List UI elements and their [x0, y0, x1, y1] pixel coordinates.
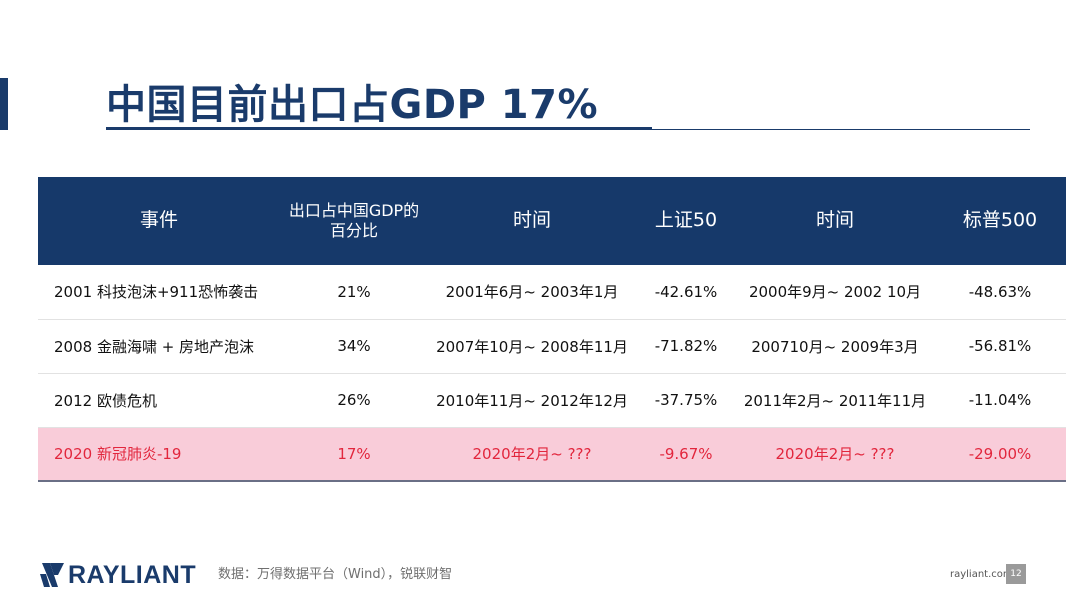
logo-text: RAYLIANT	[68, 560, 197, 589]
site-url: rayliant.com	[950, 569, 1013, 580]
table-row: 2001 科技泡沫+911恐怖袭击 21% 2001年6月~ 2003年1月 -…	[38, 265, 1066, 319]
title-underline	[106, 127, 652, 130]
cell-period-sp: 200710月~ 2009年3月	[751, 337, 919, 356]
table-row: 2008 金融海啸 + 房地产泡沫 34% 2007年10月~ 2008年11月…	[38, 319, 1066, 373]
header-period-sp: 时间	[815, 209, 854, 232]
cell-period-sse: 2010年11月~ 2012年12月	[436, 391, 628, 410]
header-export-pct: 出口占中国GDP的百分比	[288, 201, 420, 240]
rayliant-logo: RAYLIANT	[40, 558, 196, 592]
cell-sp500: -11.04%	[968, 391, 1032, 409]
cell-export-pct: 21%	[337, 282, 371, 301]
cell-export-pct: 26%	[337, 391, 371, 409]
cell-period-sse: 2020年2月~ ???	[472, 445, 592, 464]
cell-sp500: -29.00%	[968, 444, 1032, 463]
cell-event: 2001 科技泡沫+911恐怖袭击	[54, 283, 259, 302]
header-event: 事件	[139, 209, 178, 232]
cell-sse50: -37.75%	[654, 391, 718, 409]
table-header-row: 事件 出口占中国GDP的百分比 时间 上证50 时间 标普500	[38, 177, 1066, 265]
table-row: 2012 欧债危机 26% 2010年11月~ 2012年12月 -37.75%…	[38, 373, 1066, 427]
left-accent-bar	[0, 78, 8, 130]
cell-event: 2020 新冠肺炎-19	[54, 445, 182, 464]
cell-sse50: -42.61%	[654, 282, 718, 301]
data-table-container: 事件 出口占中国GDP的百分比 时间 上证50 时间 标普500 2001 科技…	[38, 177, 1066, 482]
header-sp500: 标普500	[962, 209, 1038, 232]
cell-sp500: -48.63%	[968, 282, 1032, 301]
source-note: 数据：万得数据平台（Wind），锐联财智	[218, 567, 453, 582]
rayliant-logo-icon	[40, 563, 64, 587]
cell-sse50: -71.82%	[654, 337, 718, 355]
cell-export-pct: 34%	[337, 337, 371, 355]
cell-period-sse: 2007年10月~ 2008年11月	[436, 337, 628, 356]
cell-period-sse: 2001年6月~ 2003年1月	[445, 283, 619, 302]
cell-sp500: -56.81%	[968, 337, 1032, 355]
page-number: 12	[1006, 564, 1026, 584]
cell-event: 2008 金融海啸 + 房地产泡沫	[54, 337, 255, 356]
cell-sse50: -9.67%	[659, 444, 713, 463]
header-period-sse: 时间	[512, 209, 551, 232]
header-sse50: 上证50	[654, 209, 718, 232]
cell-period-sp: 2011年2月~ 2011年11月	[743, 391, 927, 410]
crisis-comparison-table: 事件 出口占中国GDP的百分比 时间 上证50 时间 标普500 2001 科技…	[38, 177, 1066, 482]
cell-event: 2012 欧债危机	[54, 391, 157, 410]
table-row-highlighted: 2020 新冠肺炎-19 17% 2020年2月~ ??? -9.67% 202…	[38, 427, 1066, 481]
slide-title: 中国目前出口占GDP 17%	[106, 82, 599, 128]
cell-export-pct: 17%	[337, 444, 371, 463]
cell-period-sp: 2020年2月~ ???	[775, 445, 895, 464]
cell-period-sp: 2000年9月~ 2002 10月	[748, 283, 922, 302]
